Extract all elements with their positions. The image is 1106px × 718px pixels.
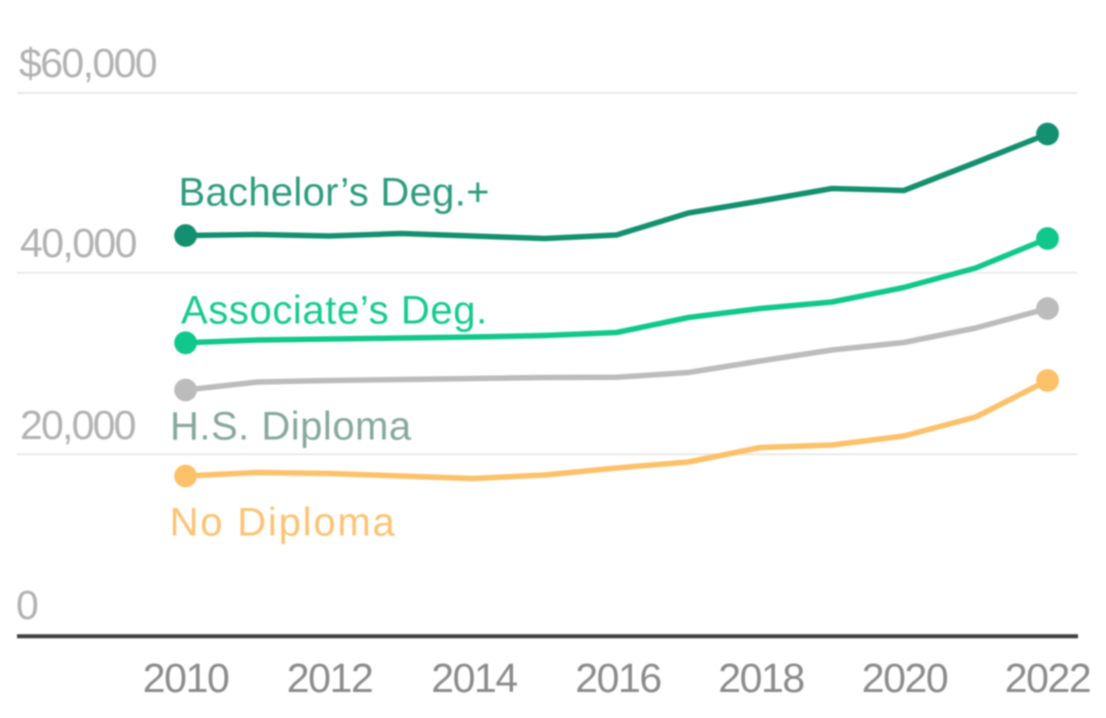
svg-text:2020: 2020 [862, 655, 948, 701]
svg-text:2016: 2016 [575, 655, 661, 701]
svg-text:2010: 2010 [143, 655, 229, 701]
svg-text:No Diploma: No Diploma [170, 501, 397, 545]
svg-text:$60,000: $60,000 [19, 40, 157, 86]
svg-text:Bachelor’s Deg.+: Bachelor’s Deg.+ [179, 171, 490, 215]
svg-text:20,000: 20,000 [20, 402, 136, 448]
svg-text:2014: 2014 [431, 655, 517, 701]
svg-text:0: 0 [16, 582, 39, 628]
svg-text:Associate’s Deg.: Associate’s Deg. [181, 288, 488, 332]
svg-text:H.S. Diploma: H.S. Diploma [170, 404, 412, 448]
svg-text:2012: 2012 [287, 655, 373, 701]
svg-text:40,000: 40,000 [20, 220, 137, 266]
svg-text:2018: 2018 [718, 655, 804, 701]
svg-text:2022: 2022 [1005, 655, 1091, 701]
